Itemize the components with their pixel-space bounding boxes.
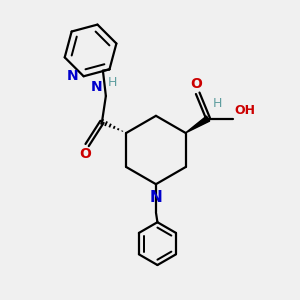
- Text: N: N: [150, 190, 162, 205]
- Text: N: N: [67, 69, 78, 83]
- Text: O: O: [80, 147, 92, 161]
- Text: H: H: [213, 97, 222, 110]
- Text: H: H: [108, 76, 118, 89]
- Text: OH: OH: [235, 104, 256, 117]
- Text: O: O: [190, 77, 202, 91]
- Polygon shape: [185, 116, 210, 133]
- Text: N: N: [91, 80, 102, 94]
